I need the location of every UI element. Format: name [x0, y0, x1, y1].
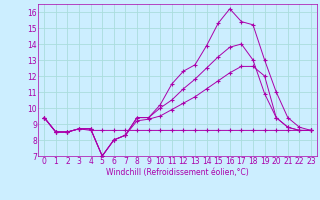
X-axis label: Windchill (Refroidissement éolien,°C): Windchill (Refroidissement éolien,°C): [106, 168, 249, 177]
